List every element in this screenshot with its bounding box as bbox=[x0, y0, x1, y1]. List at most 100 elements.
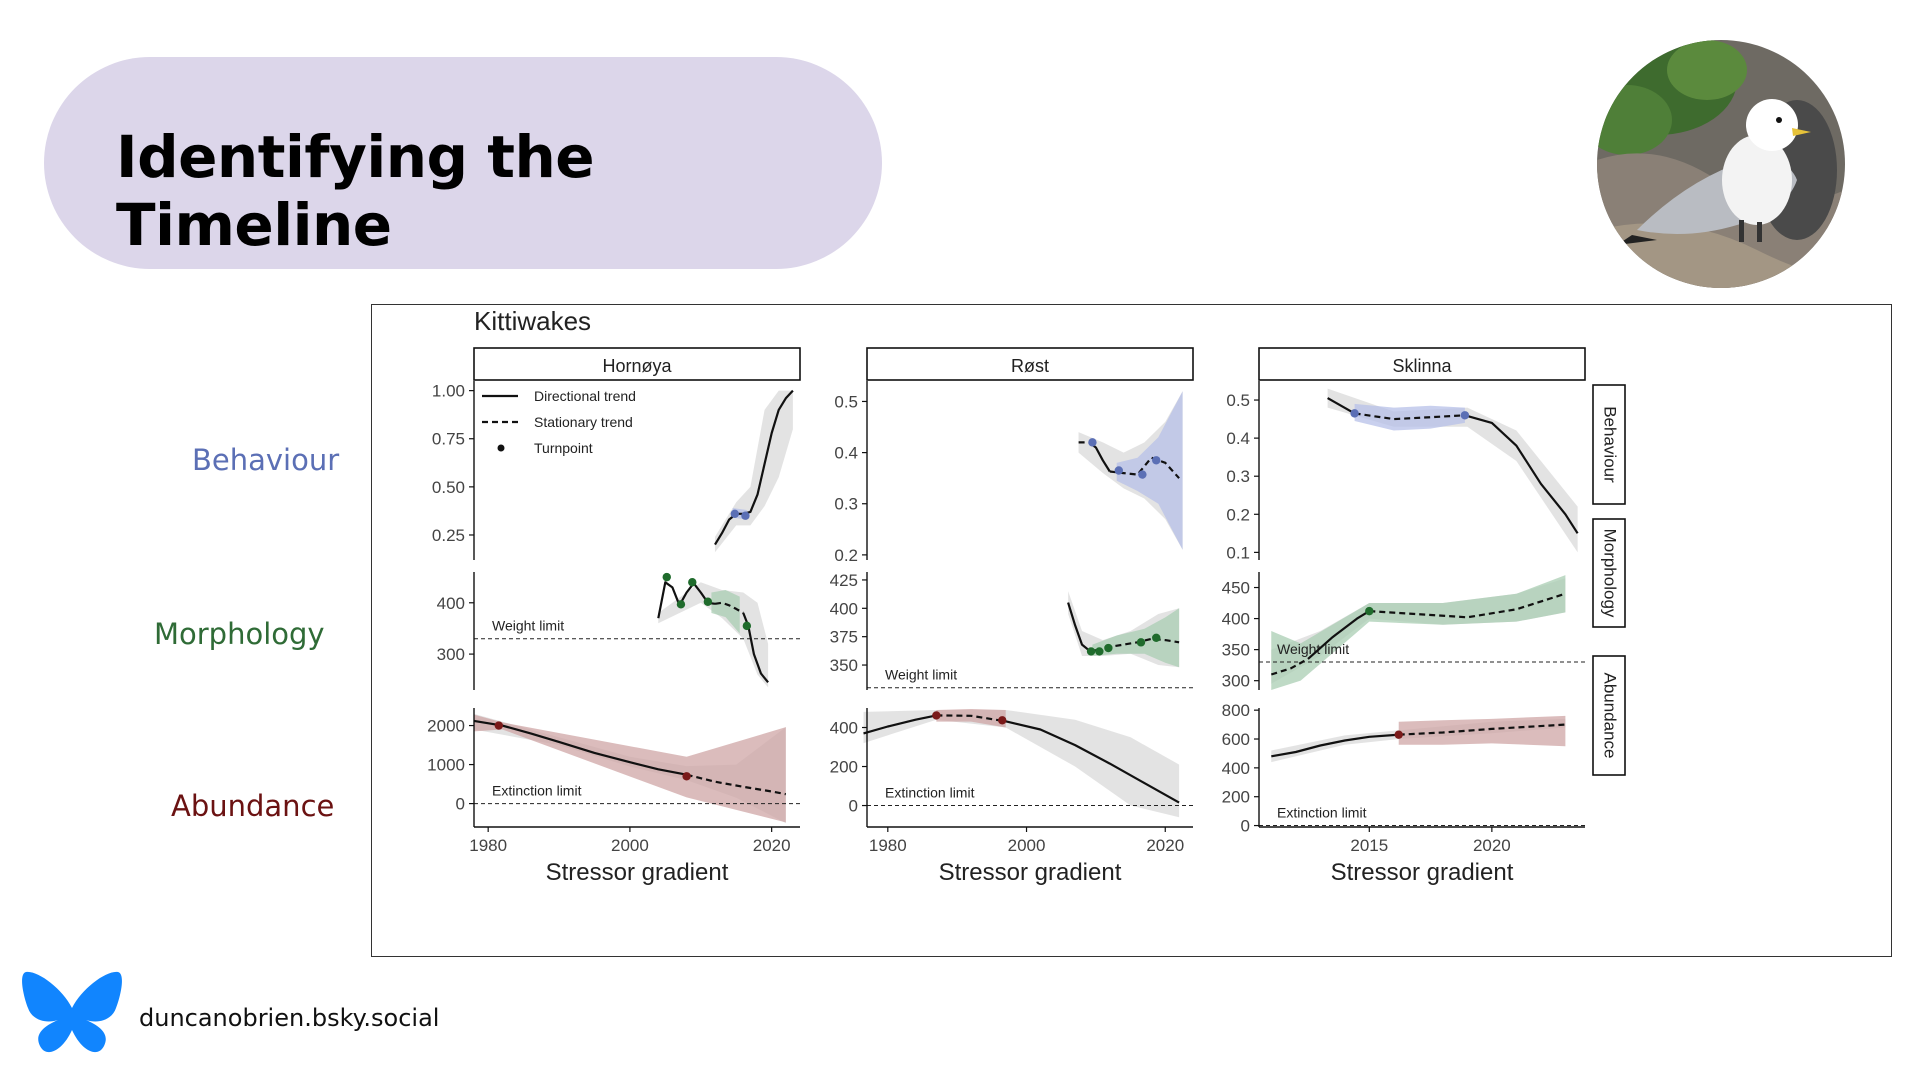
y-tick-label: 1000 bbox=[427, 756, 465, 775]
y-tick-label: 450 bbox=[1222, 579, 1250, 598]
stationary-band bbox=[1398, 715, 1566, 747]
x-axis-label: Stressor gradient bbox=[939, 859, 1122, 886]
row-label-abundance: Abundance bbox=[171, 789, 335, 823]
reference-label: Extinction limit bbox=[1277, 805, 1367, 821]
facet-strip bbox=[1258, 347, 1586, 381]
title-pill: Identifying the Timeline bbox=[44, 57, 882, 269]
y-tick-label: 0 bbox=[849, 797, 858, 816]
y-tick-label: 1.00 bbox=[432, 382, 465, 401]
turnpoint bbox=[688, 578, 697, 587]
row-strip bbox=[1592, 384, 1626, 505]
x-tick-label: 2020 bbox=[753, 836, 791, 855]
turnpoint bbox=[932, 711, 941, 720]
y-tick-label: 400 bbox=[830, 599, 858, 618]
turnpoint bbox=[1460, 411, 1470, 420]
y-tick-label: 2000 bbox=[427, 717, 465, 736]
legend-label: Directional trend bbox=[534, 388, 636, 404]
stationary-band bbox=[474, 714, 786, 823]
directional-trend-line bbox=[1327, 397, 1356, 415]
turnpoint bbox=[1088, 438, 1097, 447]
y-tick-label: 300 bbox=[437, 645, 465, 664]
x-tick-label: 2000 bbox=[1008, 836, 1046, 855]
y-tick-label: 400 bbox=[830, 719, 858, 738]
turnpoint bbox=[998, 716, 1007, 725]
y-tick-label: 0 bbox=[1241, 817, 1250, 836]
turnpoint bbox=[742, 621, 752, 631]
facet-strip bbox=[473, 347, 801, 381]
turnpoint bbox=[1086, 647, 1096, 656]
y-tick-label: 0.2 bbox=[834, 546, 858, 565]
turnpoint bbox=[703, 597, 713, 606]
reference-label: Weight limit bbox=[1277, 641, 1349, 657]
row-label-behaviour: Behaviour bbox=[192, 443, 340, 477]
y-tick-label: 0.25 bbox=[432, 526, 465, 545]
y-tick-label: 0.3 bbox=[1226, 467, 1250, 486]
directional-trend-line bbox=[1464, 414, 1579, 534]
turnpoint bbox=[1152, 633, 1161, 643]
turnpoint bbox=[494, 721, 504, 730]
reference-label: Extinction limit bbox=[492, 783, 582, 799]
y-tick-label: 0.4 bbox=[834, 444, 858, 463]
y-tick-label: 0 bbox=[456, 795, 465, 814]
y-tick-label: 800 bbox=[1222, 701, 1250, 720]
row-label-morphology: Morphology bbox=[154, 617, 325, 651]
confidence-band bbox=[863, 709, 1180, 818]
facet-title-0: Hornøya bbox=[602, 356, 672, 376]
directional-trend-line bbox=[1005, 720, 1180, 804]
kittiwake-photo bbox=[1597, 40, 1845, 288]
directional-trend-line bbox=[863, 714, 937, 735]
chart-title: Kittiwakes bbox=[474, 306, 591, 336]
stationary-trend-line bbox=[1354, 412, 1465, 421]
stationary-trend-line bbox=[1369, 592, 1566, 619]
directional-trend-line bbox=[1307, 610, 1370, 660]
legend-label: Stationary trend bbox=[534, 414, 633, 430]
turnpoint bbox=[1394, 730, 1403, 739]
turnpoint bbox=[662, 572, 671, 582]
reference-label: Weight limit bbox=[885, 667, 957, 683]
bluesky-butterfly-icon bbox=[22, 971, 122, 1053]
turnpoint bbox=[1104, 643, 1113, 653]
legend-label: Turnpoint bbox=[534, 440, 593, 456]
y-tick-label: 0.1 bbox=[1226, 543, 1250, 562]
row-strip bbox=[1592, 655, 1626, 776]
directional-trend-line bbox=[714, 389, 794, 546]
stationary-band bbox=[1116, 391, 1183, 550]
x-tick-label: 2000 bbox=[611, 836, 649, 855]
y-tick-label: 0.50 bbox=[432, 478, 465, 497]
confidence-band bbox=[658, 582, 769, 688]
stationary-band bbox=[936, 708, 1006, 728]
facet-title-1: Røst bbox=[1011, 356, 1049, 376]
x-tick-label: 2015 bbox=[1350, 836, 1388, 855]
stationary-trend-line bbox=[1398, 723, 1566, 736]
directional-trend-line bbox=[742, 612, 769, 683]
turnpoint bbox=[1152, 456, 1161, 465]
reference-label: Weight limit bbox=[492, 618, 564, 634]
y-tick-label: 600 bbox=[1222, 730, 1250, 749]
y-tick-label: 0.5 bbox=[1226, 391, 1250, 410]
x-tick-label: 1980 bbox=[469, 836, 507, 855]
y-tick-label: 400 bbox=[1222, 759, 1250, 778]
x-tick-label: 2020 bbox=[1473, 836, 1511, 855]
turnpoint bbox=[730, 509, 739, 519]
turnpoint bbox=[676, 600, 686, 609]
reference-label: Extinction limit bbox=[885, 785, 975, 801]
row-strip-label-0: Behaviour bbox=[1601, 406, 1620, 483]
stationary-trend-line bbox=[936, 714, 1006, 723]
kittiwake-photo-icon bbox=[1597, 40, 1845, 288]
y-tick-label: 0.4 bbox=[1226, 429, 1250, 448]
y-tick-label: 425 bbox=[830, 571, 858, 590]
turnpoint bbox=[1095, 647, 1104, 656]
y-tick-label: 300 bbox=[1222, 672, 1250, 691]
x-tick-label: 1980 bbox=[869, 836, 907, 855]
turnpoint bbox=[1114, 466, 1123, 475]
legend-point-swatch bbox=[497, 444, 505, 452]
y-tick-label: 400 bbox=[437, 594, 465, 613]
stationary-band bbox=[1092, 608, 1180, 668]
y-tick-label: 0.5 bbox=[834, 392, 858, 411]
row-strip-label-1: Morphology bbox=[1601, 529, 1620, 618]
x-axis-label: Stressor gradient bbox=[1331, 859, 1514, 886]
x-axis-label: Stressor gradient bbox=[546, 859, 729, 886]
y-tick-label: 350 bbox=[1222, 641, 1250, 660]
confidence-band bbox=[714, 390, 793, 553]
facet-strip bbox=[866, 347, 1194, 381]
